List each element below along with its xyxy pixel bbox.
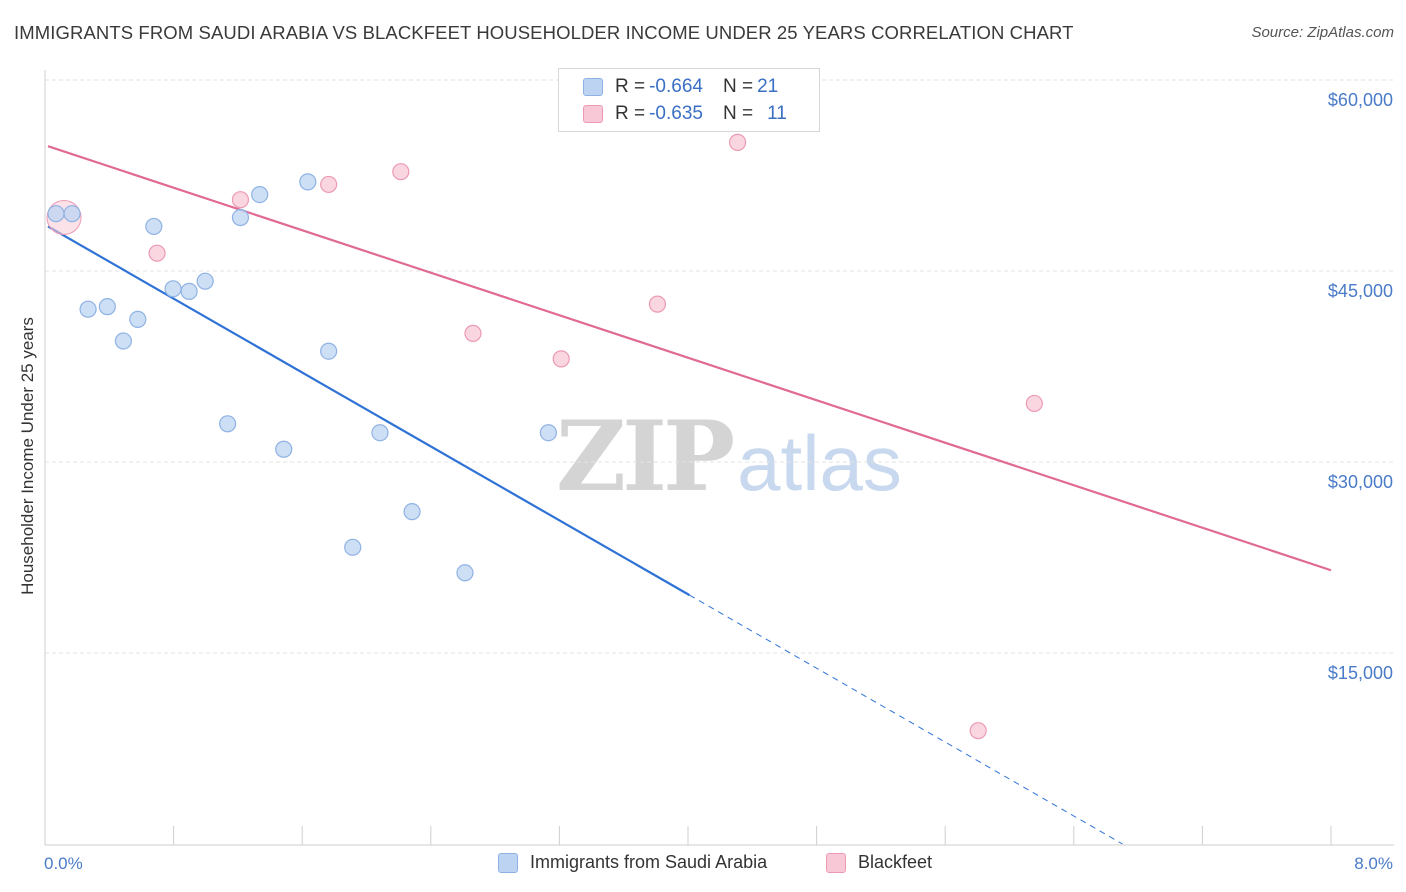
point-saudi [180,282,198,300]
watermark: ZIPatlas [556,400,902,513]
point-saudi [344,538,362,556]
point-saudi [47,205,65,223]
point-saudi [231,208,250,227]
point-saudi [63,205,81,223]
x-tick-label: 8.0% [1354,854,1393,873]
watermark-zip: ZIP [556,400,735,513]
blue-swatch [583,78,603,96]
stats-legend-row-saudi: R = -0.664 N = 21 [583,74,778,100]
axis-labels: $15,000 $30,000 $45,000 $60,000 0.0% 8.0% Hous… [18,90,1393,873]
legend-label: Blackfeet [858,852,933,872]
legend-item-saudi[interactable]: Immigrants from Saudi Arabia [498,852,767,873]
point-saudi [145,217,163,236]
point-saudi [403,503,421,521]
trend-lines [47,145,1332,845]
point-blackfeet [320,175,338,194]
grid [45,79,1393,654]
point-saudi [539,424,557,442]
n-value: 21 [757,76,779,97]
point-saudi [320,342,338,360]
stats-legend: R = -0.664 N = 21 R = -0.635 N = 11 [558,68,820,132]
r-value: -0.664 [649,76,703,97]
n-label: N = [722,76,754,97]
point-blackfeet [392,163,410,181]
point-blackfeet [729,133,747,151]
y-tick-label: $60,000 [1328,90,1393,110]
point-saudi [98,298,116,316]
point-saudi [456,564,474,582]
y-tick-label: $30,000 [1328,472,1393,492]
point-saudi [196,272,214,290]
n-value: 11 [767,103,787,124]
source-credit: Source: ZipAtlas.com [1251,24,1394,41]
point-blackfeet [552,350,570,368]
n-label: N = [722,103,754,124]
point-saudi [251,186,269,204]
trend-line-saudi [47,225,691,597]
point-blackfeet [1025,394,1043,413]
chart-title: IMMIGRANTS FROM SAUDI ARABIA VS BLACKFEE… [14,22,1074,43]
point-saudi [114,332,132,350]
r-label: R = [615,76,646,97]
point-saudi [371,424,389,442]
y-axis-label: Householder Income Under 25 years [18,317,37,595]
y-tick-label: $45,000 [1328,281,1393,301]
y-tick-label: $15,000 [1328,663,1393,683]
point-saudi [219,415,237,433]
point-blackfeet [148,244,166,262]
point-blackfeet [464,324,482,342]
point-saudi [164,280,182,298]
point-blackfeet [969,722,987,740]
trend-line-blackfeet [47,145,1332,572]
watermark-atlas: atlas [737,419,902,507]
point-blackfeet [648,295,667,313]
r-label: R = [615,103,646,124]
point-saudi [129,310,147,328]
data-points [46,133,1043,740]
point-saudi [275,440,293,458]
point-saudi [299,173,317,191]
blue-swatch [498,852,518,873]
axes [44,70,1394,846]
pink-swatch [826,852,846,873]
pink-swatch [583,105,603,123]
r-value: -0.635 [649,103,703,124]
legend-label: Immigrants from Saudi Arabia [530,852,768,872]
point-saudi [79,300,97,318]
point-blackfeet [231,191,250,209]
x-tick-label: 0.0% [44,854,83,873]
stats-legend-row-blackfeet: R = -0.635 N = 11 [583,101,787,127]
series-legend: Immigrants from Saudi Arabia Blackfeet [0,852,1406,878]
legend-item-blackfeet[interactable]: Blackfeet [826,852,932,873]
trend-line-saudi-projection [689,594,1123,845]
